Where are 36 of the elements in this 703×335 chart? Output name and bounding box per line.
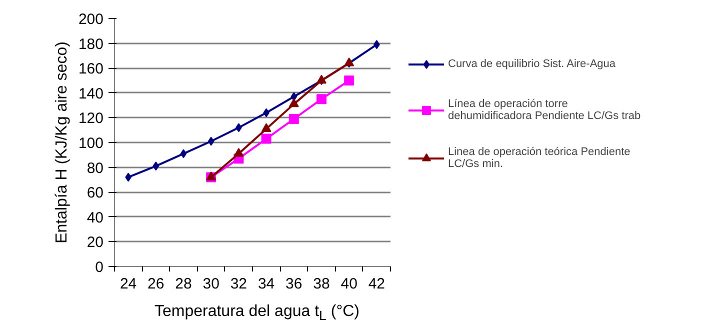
y-tick-label: 20 (86, 234, 104, 252)
point (344, 76, 354, 86)
point (234, 148, 244, 157)
y-axis-title: Entalpía H (KJ/Kg aire seco) (53, 42, 70, 244)
y-tick-label: 0 (95, 259, 104, 276)
x-tick-label: 32 (230, 276, 248, 292)
legend-label: Linea de operación teórica Pendiente LC/Gs min. (448, 146, 630, 170)
point (208, 136, 214, 146)
y-tick-label: 100 (78, 135, 104, 152)
x-axis-title: Temperatura del agua t$_{L}$ (°C) (154, 302, 360, 326)
y-tick-label: 40 (86, 209, 104, 226)
point (288, 114, 299, 124)
point (261, 134, 272, 144)
legend-label: Curva de equilibrio Sist. Aire-Agua (448, 58, 616, 70)
y-tick-label: 80 (86, 160, 104, 177)
legend-label: Línea de operación torre dehumidificadora Pendiente LC/Gs trab (448, 98, 641, 122)
x-tick-label: 40 (340, 276, 358, 292)
x-tick-label: 42 (368, 276, 386, 292)
x-tick-label: 24 (120, 276, 137, 292)
y-tick-label: 200 (78, 11, 104, 28)
point (316, 94, 326, 104)
point (288, 98, 299, 108)
x-tick-label: 36 (286, 276, 302, 292)
x-tick-label: 28 (175, 276, 192, 292)
y-tick-label: 120 (78, 110, 104, 128)
y-tick-label: 140 (78, 85, 104, 102)
point (261, 123, 272, 132)
y-tick-label: 60 (86, 184, 104, 202)
x-tick-label: 38 (313, 276, 330, 292)
x-tick-label: 34 (258, 276, 275, 292)
x-tick-label: 30 (202, 276, 220, 292)
y-tick-label: 180 (78, 36, 104, 53)
y-tick-label: 160 (78, 60, 104, 78)
point (152, 162, 160, 171)
point (180, 149, 187, 158)
x-tick-label: 26 (148, 276, 164, 292)
